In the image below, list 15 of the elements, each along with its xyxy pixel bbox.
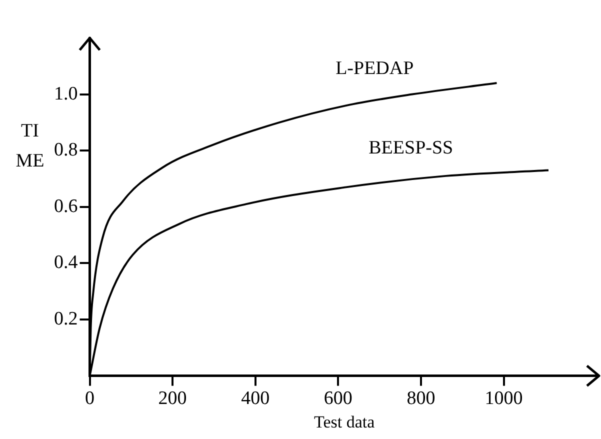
- x-tick-label: 400: [241, 388, 270, 410]
- x-tick-label: 1000: [484, 388, 523, 410]
- series-label: BEESP-SS: [368, 137, 454, 158]
- series-label: L-PEDAP: [336, 58, 414, 80]
- x-tick-label: 0: [85, 388, 94, 410]
- y-tick-label: 0.6: [54, 196, 78, 217]
- y-tick-label: 0.2: [54, 308, 78, 330]
- x-tick-label: 800: [406, 388, 436, 410]
- y-tick-label: 0.8: [54, 140, 78, 161]
- y-tick-label: 1.0: [54, 83, 78, 104]
- y-axis-title: TI ME: [16, 120, 44, 172]
- x-tick-label: 600: [324, 388, 352, 410]
- y-tick-label: 0.4: [54, 252, 78, 274]
- x-tick-label: 200: [158, 388, 187, 410]
- x-axis-title: Test data: [314, 412, 376, 432]
